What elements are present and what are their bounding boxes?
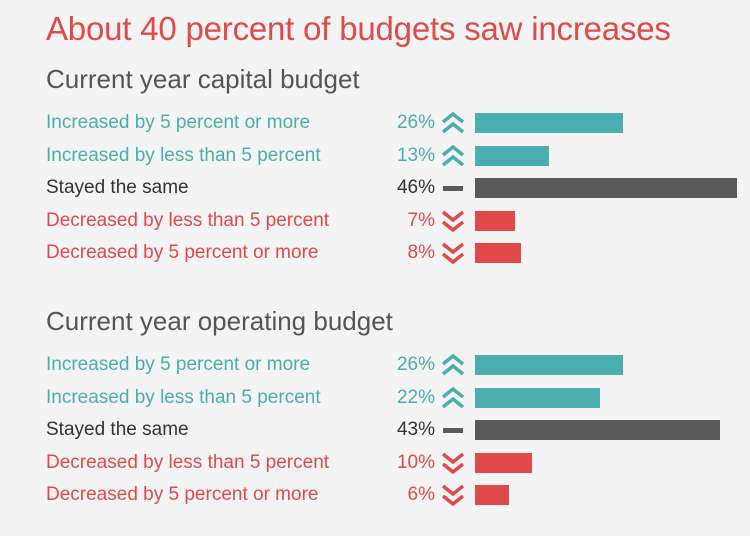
- chart-section: Current year operating budget Increased b…: [0, 306, 750, 536]
- dash-icon: [440, 176, 468, 200]
- bar: [475, 420, 720, 440]
- value-label: 13%: [396, 144, 435, 166]
- bar: [475, 355, 624, 375]
- double-chevron-up-icon: [440, 386, 468, 410]
- category-label: Stayed the same: [46, 177, 189, 198]
- double-chevron-down-icon: [440, 483, 468, 507]
- bar-row: Stayed the same 43%: [0, 417, 750, 443]
- double-chevron-up-icon: [440, 144, 468, 168]
- bar-row: Decreased by less than 5 percent 10%: [0, 450, 750, 476]
- category-label: Decreased by less than 5 percent: [46, 451, 330, 473]
- bar-row: Stayed the same 46%: [0, 175, 750, 201]
- double-chevron-down-icon: [440, 241, 468, 265]
- bar-row: Increased by 5 percent or more 26%: [0, 110, 750, 136]
- bar: [475, 485, 510, 505]
- double-chevron-up-icon: [440, 353, 468, 377]
- category-label: Decreased by less than 5 percent: [46, 209, 330, 231]
- bar: [475, 145, 550, 166]
- bar-row: Decreased by 5 percent or more 6%: [0, 482, 750, 508]
- section-title: Current year capital budget: [46, 64, 360, 94]
- value-label: 6%: [407, 484, 435, 505]
- dash-icon: [440, 418, 468, 442]
- category-label: Stayed the same: [46, 419, 189, 440]
- value-label: 8%: [407, 242, 435, 263]
- value-label: 7%: [407, 209, 435, 231]
- value-label: 22%: [396, 386, 435, 408]
- category-label: Increased by less than 5 percent: [46, 386, 321, 408]
- bar-row: Decreased by less than 5 percent 7%: [0, 208, 750, 234]
- value-label: 10%: [396, 451, 435, 473]
- value-label: 46%: [396, 177, 435, 198]
- bar: [475, 452, 532, 473]
- value-label: 26%: [396, 354, 435, 375]
- chart-section: Current year capital budget Increased by …: [0, 64, 750, 294]
- bar: [475, 387, 601, 408]
- bar-row: Increased by 5 percent or more 26%: [0, 352, 750, 378]
- bar-row: Decreased by 5 percent or more 8%: [0, 240, 750, 266]
- category-label: Increased by 5 percent or more: [46, 112, 311, 133]
- value-label: 43%: [396, 419, 435, 440]
- bar: [475, 178, 737, 198]
- bar-row: Increased by less than 5 percent 13%: [0, 143, 750, 169]
- section-title: Current year operating budget: [46, 306, 393, 336]
- value-label: 26%: [396, 112, 435, 133]
- bar: [475, 113, 624, 133]
- double-chevron-down-icon: [440, 451, 468, 475]
- category-label: Decreased by 5 percent or more: [46, 484, 319, 505]
- chart-title: About 40 percent of budgets saw increase…: [46, 10, 671, 47]
- double-chevron-down-icon: [440, 209, 468, 233]
- category-label: Decreased by 5 percent or more: [46, 242, 319, 263]
- bar-row: Increased by less than 5 percent 22%: [0, 385, 750, 411]
- category-label: Increased by 5 percent or more: [46, 354, 311, 375]
- bar: [475, 243, 521, 263]
- bar: [475, 210, 515, 231]
- double-chevron-up-icon: [440, 111, 468, 135]
- category-label: Increased by less than 5 percent: [46, 144, 321, 166]
